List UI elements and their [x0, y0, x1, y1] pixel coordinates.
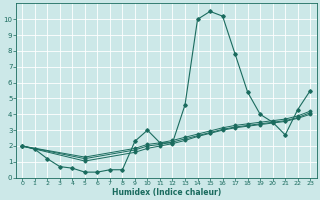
X-axis label: Humidex (Indice chaleur): Humidex (Indice chaleur) [112, 188, 221, 197]
